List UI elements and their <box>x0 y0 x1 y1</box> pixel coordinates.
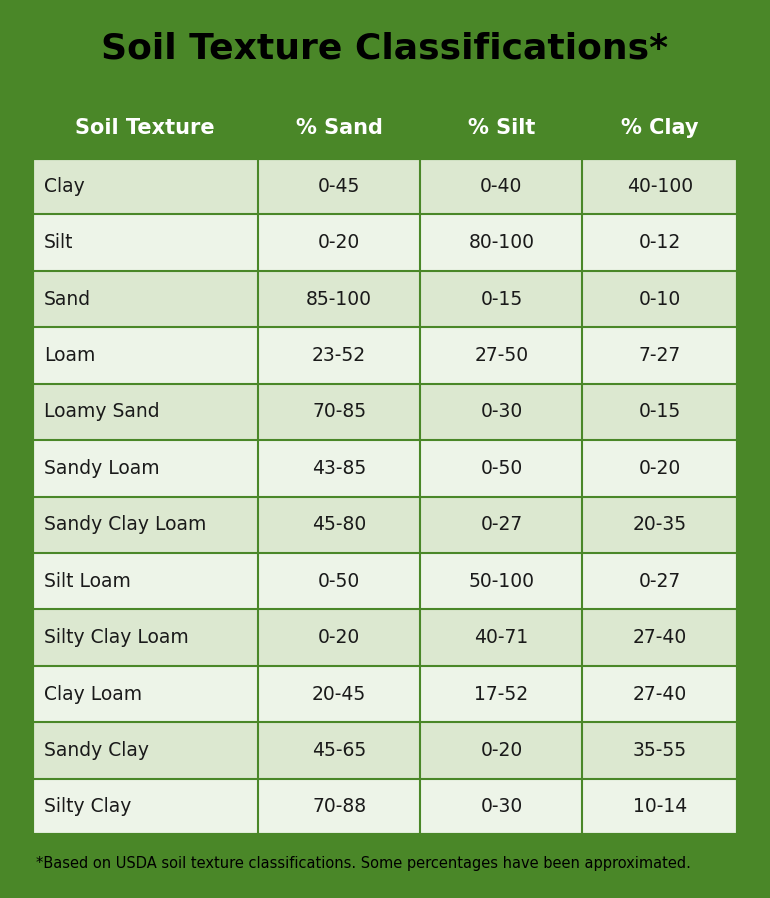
Bar <box>32 97 738 835</box>
Text: 0-50: 0-50 <box>480 459 523 478</box>
Text: 43-85: 43-85 <box>312 459 367 478</box>
Bar <box>32 497 738 553</box>
Text: Silt: Silt <box>44 233 73 252</box>
Text: Silty Clay Loam: Silty Clay Loam <box>44 629 189 647</box>
Text: Silty Clay: Silty Clay <box>44 797 131 816</box>
Bar <box>32 440 738 497</box>
Text: Soil Texture Classifications*: Soil Texture Classifications* <box>102 31 668 66</box>
Text: 0-50: 0-50 <box>318 572 360 591</box>
Text: % Clay: % Clay <box>621 118 699 137</box>
Text: 70-88: 70-88 <box>312 797 367 816</box>
Text: % Silt: % Silt <box>467 118 535 137</box>
Text: % Sand: % Sand <box>296 118 383 137</box>
Text: 27-40: 27-40 <box>633 684 687 703</box>
Text: 0-20: 0-20 <box>318 629 360 647</box>
Bar <box>32 665 738 722</box>
Text: Soil Texture: Soil Texture <box>75 118 215 137</box>
Bar <box>0 0 770 97</box>
Text: Clay Loam: Clay Loam <box>44 684 142 703</box>
Text: Silt Loam: Silt Loam <box>44 572 131 591</box>
Text: 80-100: 80-100 <box>468 233 534 252</box>
Text: 17-52: 17-52 <box>474 684 528 703</box>
Bar <box>32 97 738 835</box>
Text: 35-55: 35-55 <box>633 741 687 760</box>
Text: Loamy Sand: Loamy Sand <box>44 402 159 421</box>
Text: Sandy Clay: Sandy Clay <box>44 741 149 760</box>
Text: Sand: Sand <box>44 290 91 309</box>
Text: Sandy Clay Loam: Sandy Clay Loam <box>44 515 206 534</box>
Text: 40-100: 40-100 <box>627 177 693 196</box>
Text: 85-100: 85-100 <box>306 290 372 309</box>
Text: 23-52: 23-52 <box>312 346 367 365</box>
Text: 45-65: 45-65 <box>312 741 367 760</box>
Text: 0-12: 0-12 <box>639 233 681 252</box>
Text: 0-30: 0-30 <box>480 402 523 421</box>
Text: Clay: Clay <box>44 177 85 196</box>
Text: 20-45: 20-45 <box>312 684 367 703</box>
Bar <box>32 383 738 440</box>
Text: 0-27: 0-27 <box>480 515 523 534</box>
Text: 0-40: 0-40 <box>480 177 523 196</box>
Text: Loam: Loam <box>44 346 95 365</box>
Bar <box>32 271 738 327</box>
Text: 0-45: 0-45 <box>318 177 360 196</box>
Bar <box>32 722 738 779</box>
Text: 0-15: 0-15 <box>639 402 681 421</box>
Text: 7-27: 7-27 <box>639 346 681 365</box>
Text: 50-100: 50-100 <box>468 572 534 591</box>
Text: 20-35: 20-35 <box>633 515 687 534</box>
Bar <box>32 328 738 383</box>
Text: 0-27: 0-27 <box>639 572 681 591</box>
Text: 27-40: 27-40 <box>633 629 687 647</box>
Text: *Based on USDA soil texture classifications. Some percentages have been approxim: *Based on USDA soil texture classificati… <box>36 857 691 871</box>
Text: 10-14: 10-14 <box>633 797 687 816</box>
Bar <box>32 215 738 271</box>
Bar <box>32 158 738 215</box>
Text: 0-15: 0-15 <box>480 290 523 309</box>
Text: 0-20: 0-20 <box>318 233 360 252</box>
Text: 45-80: 45-80 <box>312 515 367 534</box>
Text: Sandy Loam: Sandy Loam <box>44 459 159 478</box>
Text: 0-20: 0-20 <box>480 741 523 760</box>
Text: 27-50: 27-50 <box>474 346 528 365</box>
Text: 40-71: 40-71 <box>474 629 528 647</box>
Text: 0-30: 0-30 <box>480 797 523 816</box>
Text: 70-85: 70-85 <box>312 402 367 421</box>
Bar <box>32 97 738 158</box>
Text: 0-10: 0-10 <box>639 290 681 309</box>
Text: 0-20: 0-20 <box>639 459 681 478</box>
Bar <box>32 779 738 835</box>
Bar <box>32 610 738 666</box>
Bar <box>32 553 738 610</box>
